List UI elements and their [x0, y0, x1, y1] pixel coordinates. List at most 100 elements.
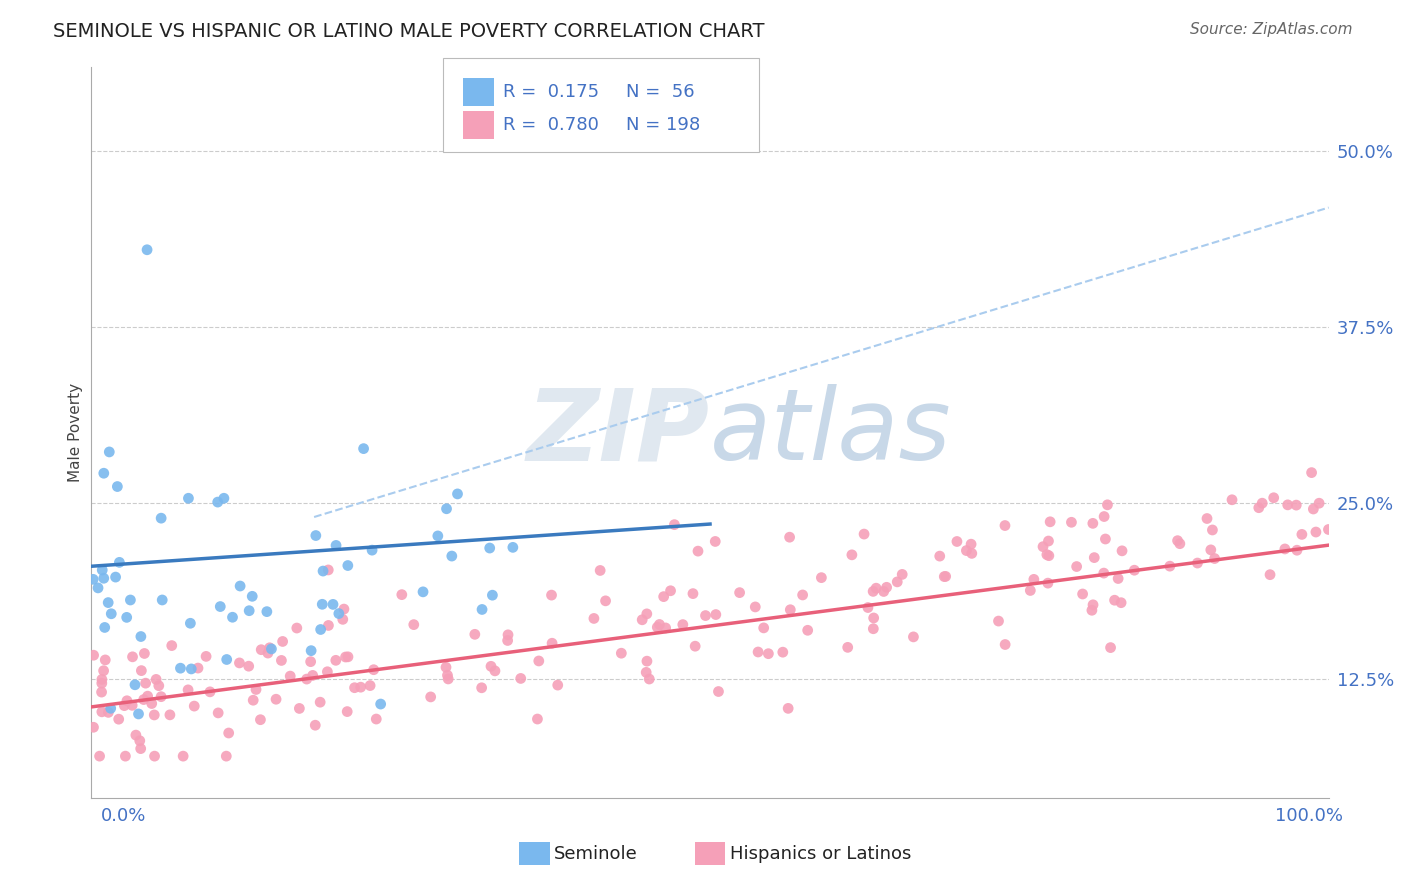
Point: [212, 491, 235, 506]
Point: [309, 695, 332, 709]
Point: [240, 590, 263, 604]
Point: [121, 649, 143, 664]
Point: [1094, 532, 1116, 546]
Text: Source: ZipAtlas.com: Source: ZipAtlas.com: [1189, 22, 1353, 37]
Point: [316, 563, 339, 577]
Point: [638, 672, 661, 686]
Point: [177, 682, 200, 697]
Point: [1032, 540, 1054, 554]
Point: [1060, 516, 1083, 530]
Point: [100, 607, 122, 621]
Point: [359, 679, 381, 693]
Point: [391, 588, 413, 602]
Point: [143, 708, 166, 723]
Point: [502, 541, 524, 555]
Point: [707, 684, 730, 698]
Point: [312, 564, 335, 578]
Point: [683, 639, 706, 653]
Point: [299, 655, 322, 669]
Point: [446, 487, 468, 501]
Point: [471, 681, 494, 695]
Point: [1039, 515, 1062, 529]
Point: [682, 586, 704, 600]
Point: [228, 656, 250, 670]
Point: [370, 697, 392, 711]
Point: [1081, 603, 1104, 617]
Point: [278, 669, 301, 683]
Point: [648, 617, 671, 632]
Point: [1285, 543, 1308, 558]
Point: [659, 583, 682, 598]
Point: [1092, 509, 1115, 524]
Point: [1036, 576, 1059, 591]
Point: [1083, 550, 1105, 565]
Text: Seminole: Seminole: [554, 845, 638, 863]
Point: [1317, 523, 1340, 537]
Point: [1168, 537, 1191, 551]
Point: [353, 442, 375, 456]
Point: [90, 673, 112, 687]
Point: [309, 623, 332, 637]
Point: [143, 749, 166, 764]
Text: 0.0%: 0.0%: [101, 807, 146, 825]
Point: [336, 705, 359, 719]
Point: [215, 749, 238, 764]
Point: [180, 662, 202, 676]
Point: [527, 654, 550, 668]
Point: [250, 642, 273, 657]
Point: [350, 680, 373, 694]
Point: [1022, 573, 1045, 587]
Point: [810, 571, 832, 585]
Point: [636, 665, 658, 680]
Point: [595, 594, 617, 608]
Point: [160, 639, 183, 653]
Point: [987, 614, 1010, 628]
Point: [1274, 541, 1296, 556]
Text: N = 198: N = 198: [626, 116, 700, 134]
Point: [636, 607, 658, 621]
Point: [93, 467, 115, 481]
Point: [121, 698, 143, 713]
Point: [94, 653, 117, 667]
Point: [128, 706, 150, 721]
Point: [93, 620, 115, 634]
Point: [412, 585, 434, 599]
Point: [876, 580, 898, 594]
Point: [318, 618, 340, 632]
Point: [335, 650, 357, 665]
Point: [249, 713, 271, 727]
Point: [779, 603, 801, 617]
Y-axis label: Male Poverty: Male Poverty: [67, 383, 83, 483]
Point: [288, 701, 311, 715]
Point: [756, 647, 779, 661]
Point: [436, 668, 458, 682]
Text: R =  0.175: R = 0.175: [503, 83, 599, 101]
Point: [862, 584, 884, 599]
Point: [1099, 640, 1122, 655]
Point: [496, 633, 519, 648]
Point: [304, 718, 326, 732]
Point: [259, 640, 281, 655]
Point: [1285, 498, 1308, 512]
Point: [1302, 502, 1324, 516]
Point: [215, 652, 238, 666]
Point: [145, 673, 167, 687]
Point: [1081, 598, 1104, 612]
Point: [1097, 498, 1119, 512]
Point: [82, 720, 104, 734]
Point: [704, 534, 727, 549]
Point: [1263, 491, 1285, 505]
Point: [1104, 593, 1126, 607]
Point: [90, 705, 112, 719]
Point: [426, 529, 449, 543]
Point: [865, 581, 887, 595]
Point: [336, 649, 359, 664]
Point: [1204, 551, 1226, 566]
Point: [1251, 496, 1274, 510]
Point: [1220, 492, 1243, 507]
Point: [436, 501, 458, 516]
Point: [1301, 466, 1323, 480]
Point: [112, 698, 135, 713]
Point: [129, 630, 152, 644]
Point: [853, 527, 876, 541]
